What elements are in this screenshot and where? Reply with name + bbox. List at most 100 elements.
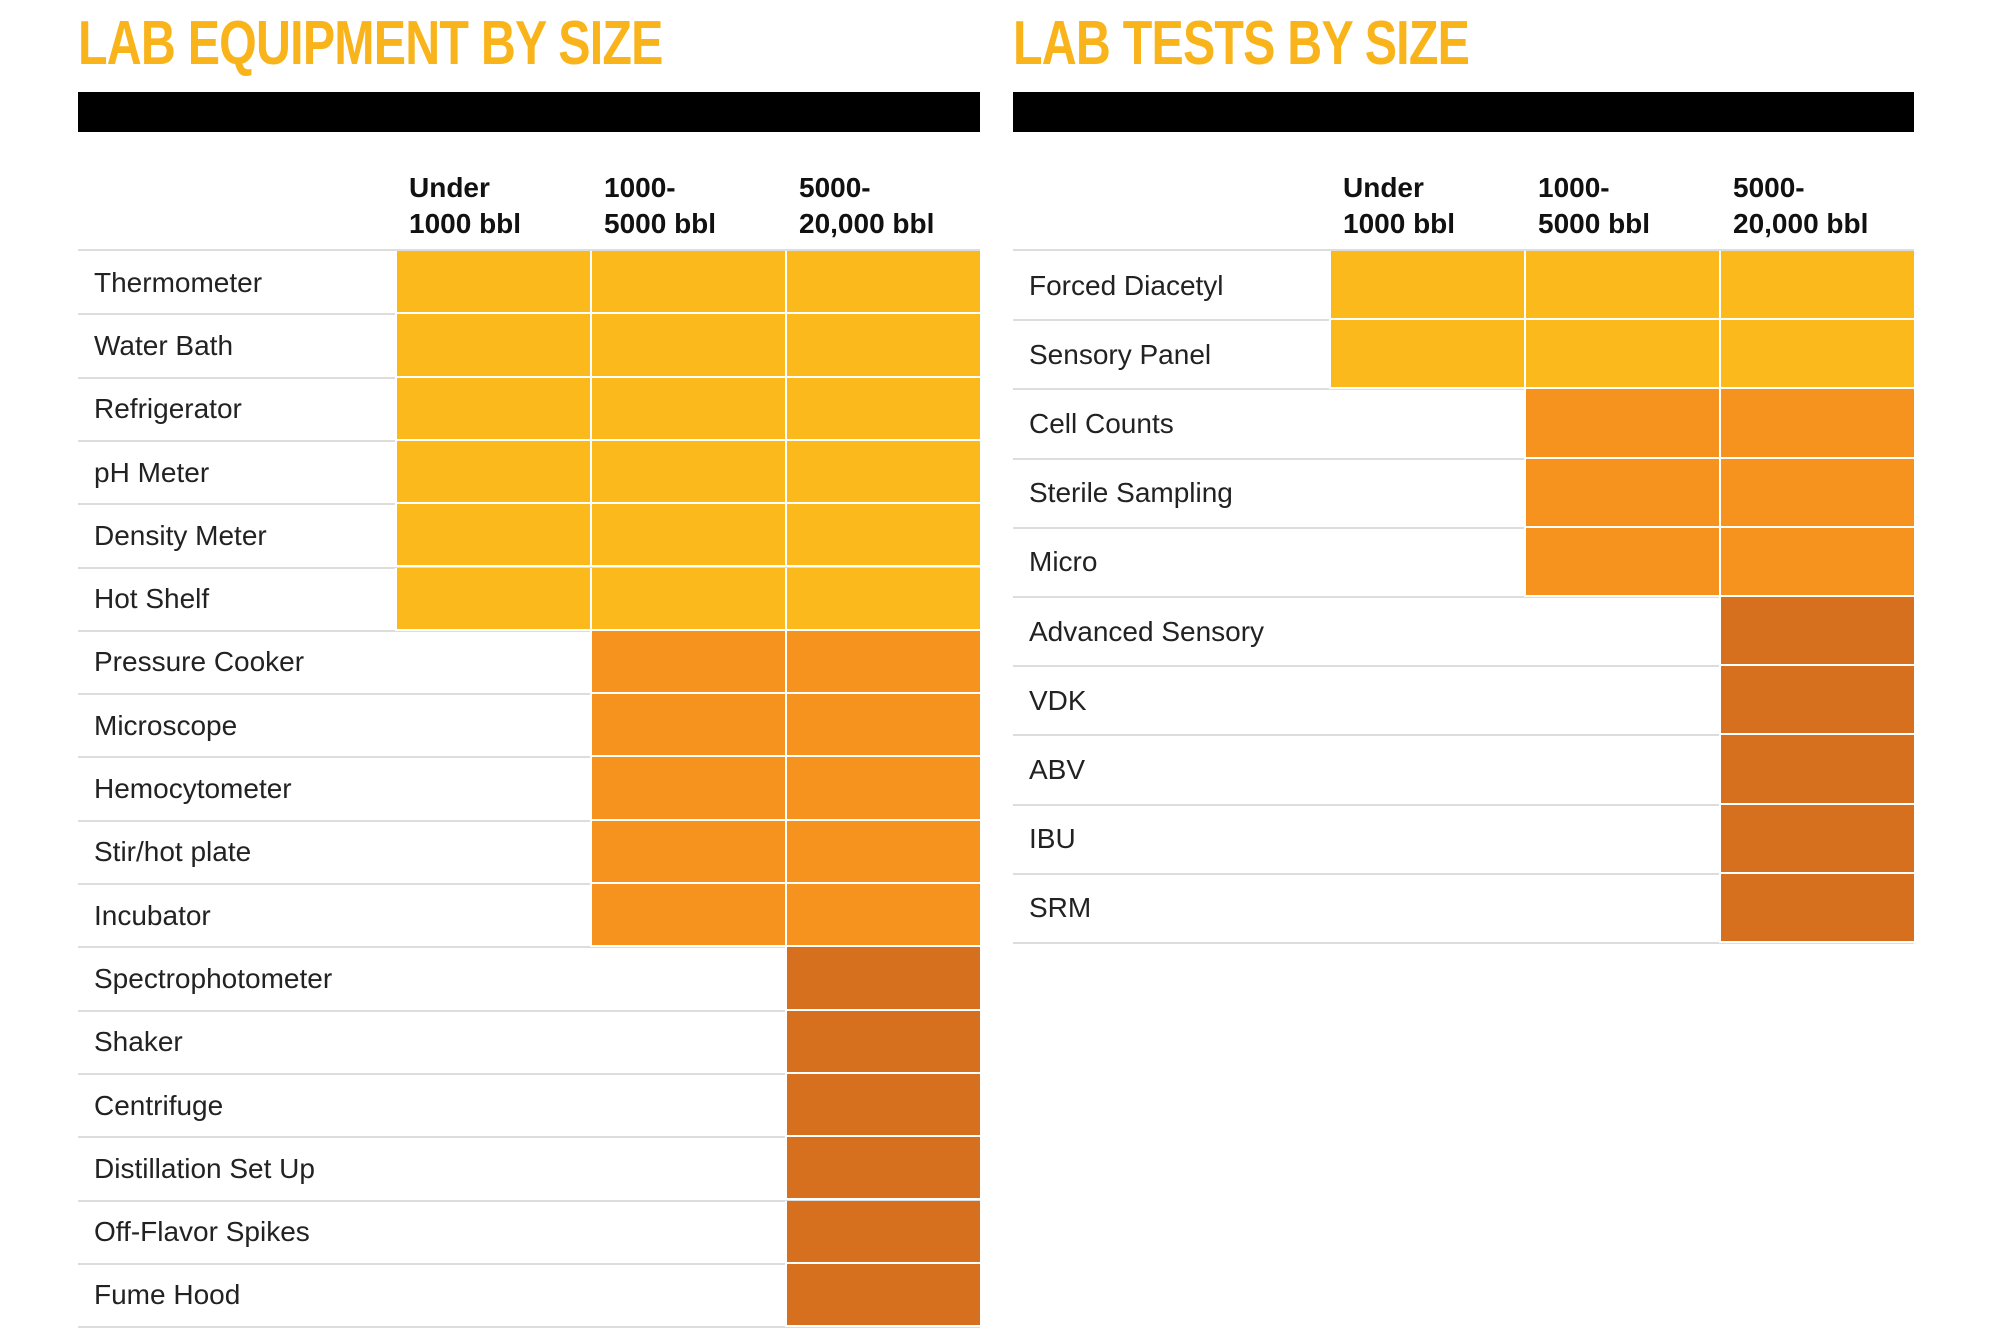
row-separator <box>78 1136 980 1139</box>
size-cell <box>395 377 590 441</box>
size-cell <box>590 630 785 695</box>
row-separator <box>78 1262 980 1265</box>
row-separator <box>78 946 980 949</box>
size-cell <box>1329 320 1524 390</box>
size-cell <box>1719 320 1914 390</box>
size-cell <box>1524 251 1719 321</box>
row-separator <box>1013 734 1914 737</box>
row-label: Forced Diacetyl <box>1029 269 1224 301</box>
row-separator <box>1013 942 1914 944</box>
size-cell <box>785 1073 980 1138</box>
row-label: pH Meter <box>94 456 210 488</box>
size-cell <box>785 820 980 884</box>
row-separator <box>1013 872 1914 875</box>
row-separator <box>78 693 980 696</box>
size-cell <box>1719 527 1914 597</box>
row-separator <box>78 819 980 822</box>
size-cell <box>785 1263 980 1328</box>
row-separator <box>1013 596 1914 598</box>
size-cell <box>590 440 785 505</box>
size-cell <box>1524 320 1719 390</box>
size-cell <box>1719 597 1914 667</box>
size-cell <box>590 694 785 758</box>
size-cell <box>1719 458 1914 528</box>
size-cell <box>785 377 980 441</box>
row-label: Cell Counts <box>1029 407 1174 439</box>
row-label: Sensory Panel <box>1029 338 1212 370</box>
row-label: Fume Hood <box>94 1279 241 1311</box>
row-separator <box>78 249 980 251</box>
row-label: Advanced Sensory <box>1029 615 1265 647</box>
size-cell <box>1719 804 1914 874</box>
row-separator <box>78 1326 980 1329</box>
size-cell <box>590 377 785 441</box>
row-separator <box>78 883 980 885</box>
size-cell <box>785 1200 980 1264</box>
size-cell <box>1719 251 1914 321</box>
row-separator <box>78 1199 980 1202</box>
column-header: 5000- 20,000 bbl <box>799 172 935 239</box>
header-bar <box>1013 92 1914 132</box>
size-cell <box>590 757 785 821</box>
row-label: Distillation Set Up <box>94 1152 315 1184</box>
size-cell <box>785 884 980 948</box>
row-separator <box>78 1009 980 1012</box>
row-separator <box>1013 526 1914 529</box>
row-label: Centrifuge <box>94 1089 224 1121</box>
size-cell <box>1719 873 1914 943</box>
row-label: Thermometer <box>94 266 263 298</box>
row-label: Pressure Cooker <box>94 646 305 678</box>
size-cell <box>1719 735 1914 805</box>
table-title: LAB TESTS BY SIZE <box>1013 9 1470 78</box>
row-label: Hot Shelf <box>94 583 210 615</box>
size-cell <box>1329 251 1524 321</box>
size-cell <box>785 567 980 631</box>
column-header: Under 1000 bbl <box>1343 172 1456 239</box>
row-label: Off-Flavor Spikes <box>94 1216 310 1248</box>
row-label: IBU <box>1029 823 1076 855</box>
row-separator <box>1013 249 1914 251</box>
size-cell <box>590 251 785 315</box>
row-label: Density Meter <box>94 519 267 551</box>
column-header: 5000- 20,000 bbl <box>1733 172 1869 239</box>
row-label: Micro <box>1029 546 1098 578</box>
row-label: Sterile Sampling <box>1029 477 1233 509</box>
row-separator <box>78 629 980 632</box>
size-cell <box>785 947 980 1011</box>
row-label: VDK <box>1029 684 1087 716</box>
size-cell <box>785 251 980 315</box>
size-cell <box>1719 389 1914 459</box>
row-label: Hemocytometer <box>94 773 292 805</box>
row-label: Microscope <box>94 709 238 741</box>
header-bar <box>78 92 980 132</box>
size-cell <box>590 567 785 631</box>
row-separator <box>1013 457 1914 460</box>
row-label: Refrigerator <box>94 393 242 425</box>
column-header: 1000- 5000 bbl <box>604 172 717 239</box>
size-cell <box>395 251 590 315</box>
size-cell <box>785 694 980 758</box>
table-title: LAB EQUIPMENT BY SIZE <box>78 9 663 78</box>
row-label: Shaker <box>94 1026 183 1058</box>
size-cell <box>590 504 785 568</box>
size-cell <box>785 630 980 695</box>
size-cell <box>590 820 785 884</box>
row-label: Spectrophotometer <box>94 962 333 994</box>
size-cell <box>785 757 980 821</box>
size-cell <box>590 884 785 948</box>
size-cell <box>1524 458 1719 528</box>
size-cell <box>395 314 590 378</box>
size-cell <box>590 314 785 378</box>
size-cell <box>785 1137 980 1201</box>
column-header: 1000- 5000 bbl <box>1538 172 1651 239</box>
size-cell <box>785 440 980 505</box>
row-separator <box>1013 803 1914 806</box>
size-cell <box>395 440 590 505</box>
column-header: Under 1000 bbl <box>409 172 522 239</box>
row-label: Incubator <box>94 899 211 931</box>
size-cell <box>785 314 980 378</box>
size-cell <box>785 504 980 568</box>
row-separator <box>1013 388 1914 391</box>
row-label: Stir/hot plate <box>94 836 252 868</box>
